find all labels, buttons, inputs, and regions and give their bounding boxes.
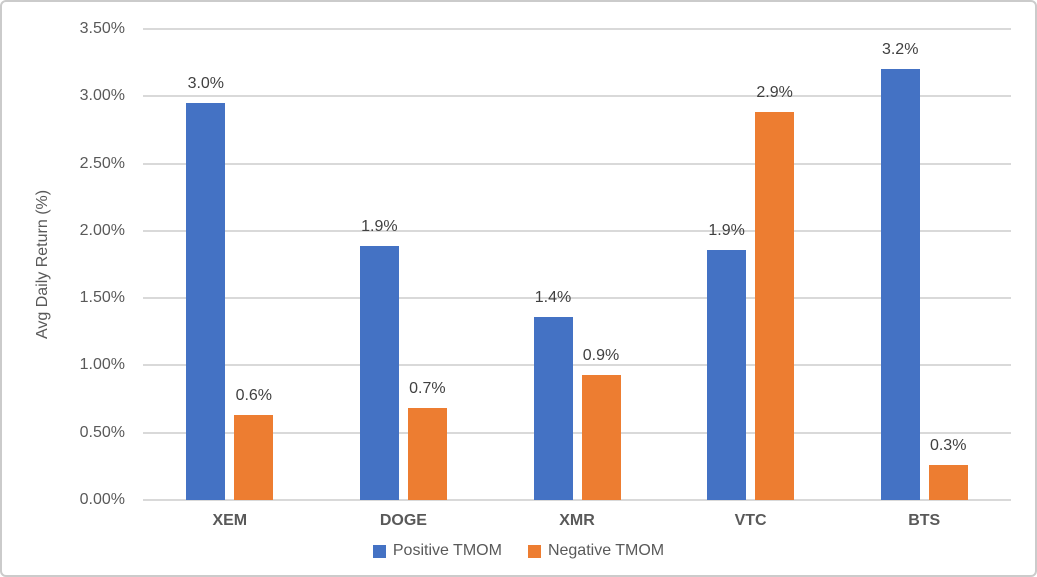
legend-label-positive-tmom: Positive TMOM	[392, 542, 502, 559]
y-tick-label: 2.50%	[79, 154, 125, 172]
y-tick-label: 1.00%	[79, 356, 125, 374]
gridline-3.00%	[143, 95, 1011, 98]
y-tick-label: 3.50%	[79, 20, 125, 37]
bar-negative-tmom-doge	[407, 408, 447, 500]
legend-swatch-negative-tmom	[527, 544, 541, 558]
bar-value-label-positive-tmom-xmr: 1.4%	[534, 288, 572, 306]
category-label-vtc: VTC	[734, 512, 767, 529]
y-tick-label: 0.50%	[79, 423, 125, 441]
legend-label-negative-tmom: Negative TMOM	[547, 542, 665, 559]
y-tick-label: 3.00%	[79, 87, 125, 105]
y-tick-label: 1.50%	[79, 289, 125, 307]
y-tick-label: 2.00%	[79, 221, 125, 239]
category-label-bts: BTS	[908, 512, 941, 529]
legend-swatch-positive-tmom	[372, 544, 386, 558]
gridline-3.50%	[143, 28, 1011, 30]
bar-value-label-negative-tmom-doge: 0.7%	[409, 380, 446, 398]
bar-value-label-negative-tmom-xem: 0.6%	[235, 387, 273, 405]
bar-negative-tmom-xmr	[581, 374, 621, 500]
gridline-2.50%	[143, 162, 1011, 165]
category-label-xmr: XMR	[559, 512, 595, 529]
bar-negative-tmom-xem	[234, 415, 274, 500]
bar-value-label-negative-tmom-xmr: 0.9%	[582, 346, 620, 364]
category-label-xem: XEM	[212, 512, 248, 529]
gridline-1.50%	[143, 297, 1011, 300]
y-tick-label: 0.00%	[79, 491, 125, 508]
gridline-2.00%	[143, 229, 1011, 232]
bar-negative-tmom-vtc	[755, 112, 795, 500]
gridline-1.00%	[143, 364, 1011, 367]
gridline-0.00%	[143, 499, 1011, 501]
bar-value-label-positive-tmom-doge: 1.9%	[361, 217, 398, 235]
legend-item-negative-tmom: Negative TMOM	[527, 542, 665, 560]
bar-positive-tmom-xmr	[533, 316, 573, 500]
bar-positive-tmom-vtc	[707, 249, 747, 500]
bar-value-label-negative-tmom-vtc: 2.9%	[756, 84, 793, 102]
bar-positive-tmom-bts	[880, 69, 920, 500]
gridline-0.50%	[143, 431, 1011, 434]
bar-value-label-positive-tmom-bts: 3.2%	[881, 41, 919, 59]
legend-item-positive-tmom: Positive TMOM	[372, 542, 502, 560]
bar-value-label-positive-tmom-xem: 3.0%	[187, 75, 225, 92]
bar-positive-tmom-doge	[359, 245, 399, 500]
legend: Positive TMOM Negative TMOM	[2, 539, 1035, 563]
bar-negative-tmom-bts	[928, 465, 968, 500]
bar-positive-tmom-xem	[186, 103, 226, 500]
bar-value-label-negative-tmom-bts: 0.3%	[929, 437, 967, 454]
category-label-doge: DOGE	[379, 512, 427, 529]
bar-value-label-positive-tmom-vtc: 1.9%	[708, 221, 745, 239]
plot-area: 3.0% 0.6% 1.9% 0.7% 1.4% 0.9% 1.9% 2.9% 3.2% 0.3%	[143, 28, 1011, 501]
